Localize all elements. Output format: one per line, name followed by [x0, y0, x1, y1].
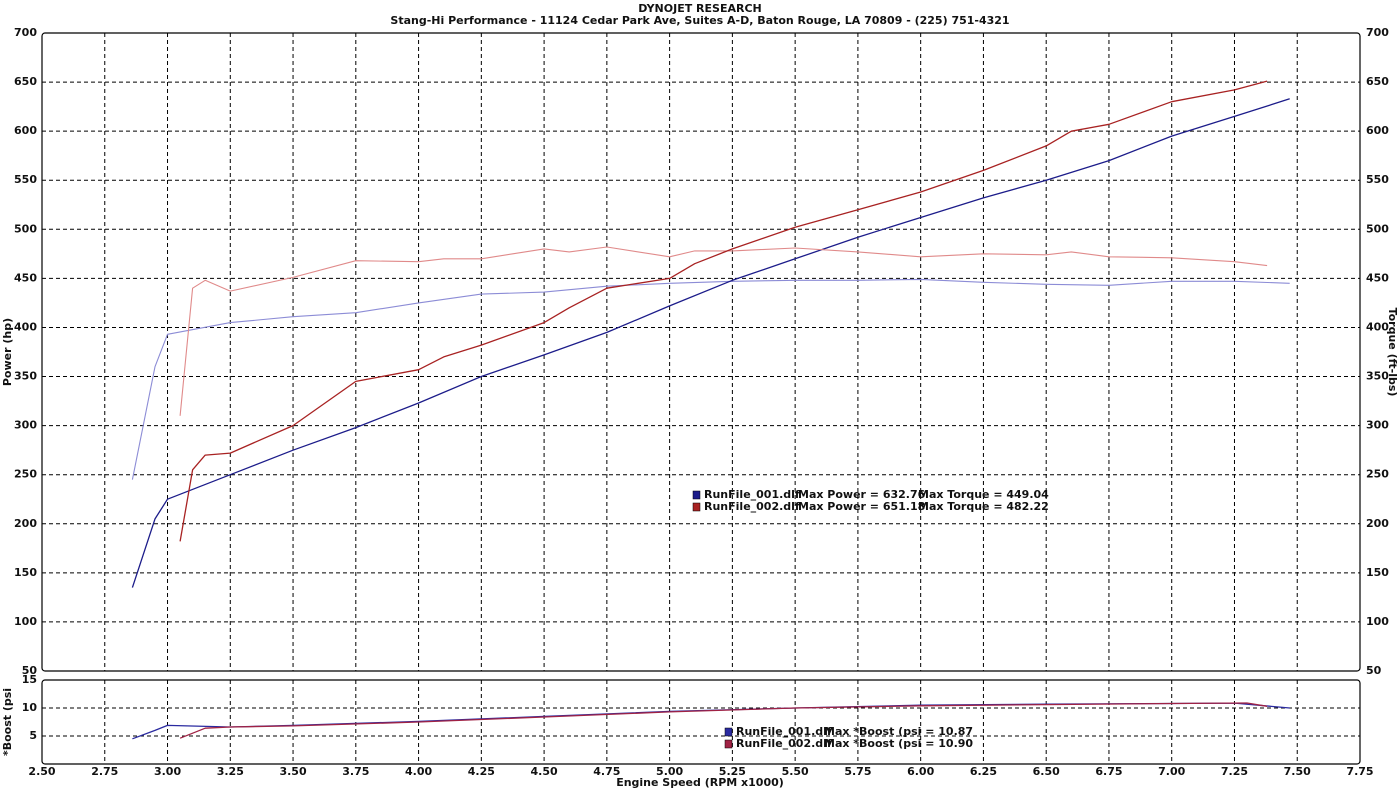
- y-tick-label: 5: [29, 729, 37, 742]
- x-tick-label: 2.75: [91, 765, 118, 778]
- y2-tick-label: 100: [1366, 615, 1389, 628]
- torque-line: [131, 278, 1290, 480]
- torque-line: [179, 246, 1268, 416]
- y-tick-label: 15: [22, 673, 37, 686]
- x-tick-label: 3.50: [279, 765, 306, 778]
- y2-tick-label: 550: [1366, 173, 1389, 186]
- legend-stat: Max Torque = 482.22: [918, 500, 1049, 513]
- y-tick-label: 150: [14, 566, 37, 579]
- x-tick-label: 4.00: [405, 765, 432, 778]
- legend-stat: Max Torque = 449.04: [918, 488, 1049, 501]
- power-line: [131, 98, 1290, 588]
- y2-tick-label: 150: [1366, 566, 1389, 579]
- legend-label: RunFile_002.dlf: [704, 500, 800, 513]
- y-axis-title: Power (hp): [1, 318, 14, 386]
- y-tick-label: 350: [14, 370, 37, 383]
- legend-stat: Max *Boost (psi = 10.90: [824, 737, 973, 750]
- y2-tick-label: 200: [1366, 517, 1389, 530]
- y2-tick-label: 700: [1366, 26, 1389, 39]
- main-plot-area: [41, 32, 1361, 672]
- chart-subtitle: Stang-Hi Performance - 11124 Cedar Park …: [390, 14, 1009, 27]
- y-tick-label: 450: [14, 271, 37, 284]
- y2-tick-label: 350: [1366, 370, 1389, 383]
- x-tick-label: 6.50: [1033, 765, 1060, 778]
- x-tick-label: 2.50: [28, 765, 55, 778]
- y2-tick-label: 400: [1366, 320, 1389, 333]
- legend-swatch: [692, 502, 701, 512]
- x-tick-label: 3.25: [217, 765, 244, 778]
- legend-stat: Max *Boost (psi = 10.87: [824, 725, 973, 738]
- legend-label: RunFile_001.dlf: [704, 488, 800, 501]
- boost-axis-title: *Boost (psi: [1, 688, 14, 756]
- x-tick-label: 6.00: [907, 765, 934, 778]
- y-tick-label: 100: [14, 615, 37, 628]
- legend-stat: Max Power = 632.76: [798, 488, 926, 501]
- x-tick-label: 7.75: [1346, 765, 1373, 778]
- y2-axis-title: Torque (ft-lbs): [1386, 308, 1399, 397]
- legend-swatch: [724, 739, 733, 749]
- y-tick-label: 250: [14, 468, 37, 481]
- x-tick-label: 6.75: [1095, 765, 1122, 778]
- power-line: [179, 80, 1268, 542]
- x-tick-label: 3.00: [154, 765, 181, 778]
- y-tick-label: 500: [14, 222, 37, 235]
- y2-tick-label: 300: [1366, 419, 1389, 432]
- y2-tick-label: 450: [1366, 271, 1389, 284]
- y2-tick-label: 50: [1366, 664, 1382, 677]
- y2-tick-label: 650: [1366, 75, 1389, 88]
- legend-swatch: [692, 490, 701, 500]
- x-tick-label: 4.25: [468, 765, 495, 778]
- y-tick-label: 200: [14, 517, 37, 530]
- x-tick-label: 5.75: [844, 765, 871, 778]
- y-tick-label: 700: [14, 26, 37, 39]
- x-tick-label: 4.50: [531, 765, 558, 778]
- y-tick-label: 650: [14, 75, 37, 88]
- x-tick-label: 7.00: [1158, 765, 1185, 778]
- x-tick-label: 7.25: [1221, 765, 1248, 778]
- y-tick-label: 600: [14, 124, 37, 137]
- x-tick-label: 5.00: [656, 765, 683, 778]
- x-tick-label: 6.25: [970, 765, 997, 778]
- legend-swatch: [724, 727, 733, 737]
- boost-plot-area: [41, 679, 1361, 765]
- chart-title: DYNOJET RESEARCH: [638, 2, 761, 15]
- y-tick-label: 10: [22, 701, 38, 714]
- boost-line: [179, 702, 1268, 739]
- y-tick-label: 550: [14, 173, 37, 186]
- y2-tick-label: 500: [1366, 222, 1389, 235]
- x-tick-label: 4.75: [593, 765, 620, 778]
- legend-label: RunFile_002.dlf: [736, 737, 832, 750]
- y-tick-label: 50: [22, 664, 38, 677]
- y-tick-label: 400: [14, 320, 37, 333]
- legend-label: RunFile_001.dlf: [736, 725, 832, 738]
- x-tick-label: 5.25: [719, 765, 746, 778]
- y2-tick-label: 250: [1366, 468, 1389, 481]
- x-axis-title: Engine Speed (RPM x1000): [616, 776, 784, 789]
- legend-stat: Max Power = 651.18: [798, 500, 925, 513]
- x-tick-label: 5.50: [782, 765, 809, 778]
- y-tick-label: 300: [14, 419, 37, 432]
- x-tick-label: 7.50: [1284, 765, 1311, 778]
- x-tick-label: 3.75: [342, 765, 369, 778]
- y2-tick-label: 600: [1366, 124, 1389, 137]
